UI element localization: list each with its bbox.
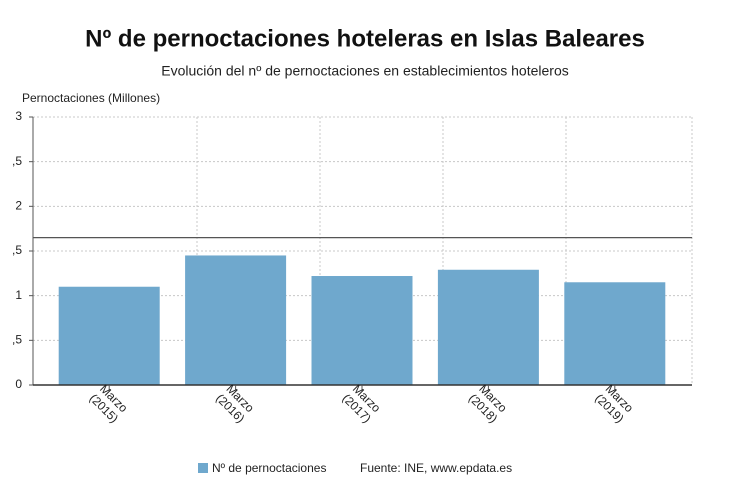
source: Fuente: INE, www.epdata.es <box>360 461 512 475</box>
chart-subtitle: Evolución del nº de pernoctaciones en es… <box>161 63 568 79</box>
bar <box>311 276 413 385</box>
chart-title: Nº de pernoctaciones hoteleras en Islas … <box>85 25 645 52</box>
y-axis-label: Pernoctaciones (Millones) <box>22 91 160 105</box>
bar <box>437 269 539 385</box>
x-tick-label: Marzo(2015) <box>87 382 131 426</box>
x-tick-label: Marzo(2016) <box>213 382 257 426</box>
x-tick-label: Marzo(2017) <box>339 382 383 426</box>
x-tick-label: Marzo(2018) <box>466 382 510 426</box>
bar <box>185 255 287 385</box>
legend-swatch <box>198 463 208 473</box>
y-tick-label: ,5 <box>12 243 22 257</box>
y-tick-label: 2 <box>15 199 22 213</box>
y-tick-label: 1 <box>15 288 22 302</box>
x-tick-label: Marzo(2019) <box>592 382 636 426</box>
y-tick-label: ,5 <box>12 333 22 347</box>
y-tick-label: 3 <box>15 109 22 123</box>
y-tick-label: 0 <box>15 377 22 391</box>
legend-label: Nº de pernoctaciones <box>212 461 326 475</box>
y-tick-label: ,5 <box>12 154 22 168</box>
bar <box>564 282 666 385</box>
bar <box>58 286 160 385</box>
